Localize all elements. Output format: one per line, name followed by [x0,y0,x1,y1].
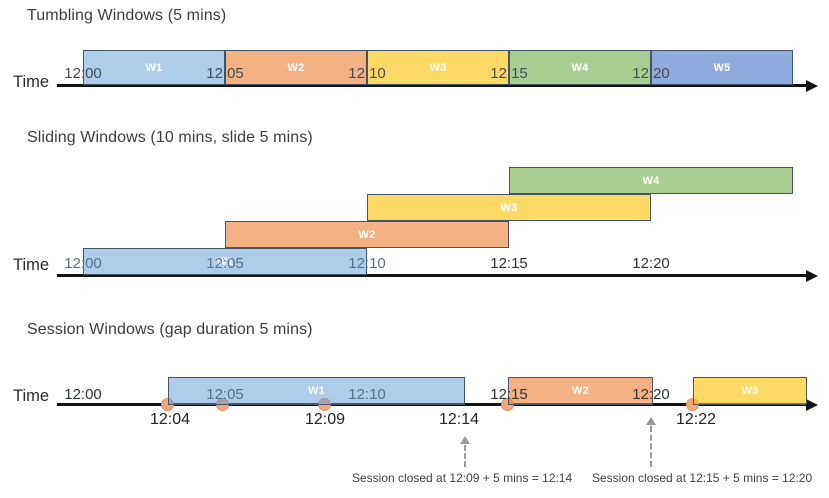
session-tick-1220: 12:20 [632,386,670,403]
session-tick-1200: 12:00 [64,386,102,403]
sliding-section-title: Sliding Windows (10 mins, slide 5 mins) [27,129,313,146]
session-tick-1215: 12:15 [490,386,528,403]
session-axis-arrow-icon [806,398,818,411]
event-label-1214: 12:14 [438,411,480,428]
sliding-axis-arrow-icon [806,269,818,282]
event-label-1209: 12:09 [304,411,346,428]
event-label-1204: 12:04 [149,411,191,428]
sliding-tick-1220: 12:20 [632,255,670,272]
sliding-tick-1215: 12:15 [490,255,528,272]
sliding-w3-label: W3 [500,201,518,214]
tumbling-tick-1215: 12:15 [490,65,528,82]
sliding-window-w4: W4 [509,167,793,194]
sliding-window-w2: W2 [225,221,509,248]
session-section-title: Session Windows (gap duration 5 mins) [27,321,313,338]
session-close-arrow-stem-1 [464,445,466,467]
session-close-note-1: Session closed at 12:09 + 5 mins = 12:14 [352,471,573,485]
sliding-tick-1200: 12:00 [64,255,102,272]
sliding-time-axis-label: Time [13,256,50,274]
session-w3-label: W3 [741,385,759,397]
sliding-window-w1: W1 [83,248,367,275]
tumbling-tick-1210: 12:10 [348,65,386,82]
sliding-w4-label: W4 [642,174,660,187]
tumbling-w2-label: W2 [287,61,305,74]
session-time-axis-label: Time [13,387,50,405]
sliding-w1-label: W1 [216,255,234,268]
tumbling-section-title: Tumbling Windows (5 mins) [27,7,227,24]
session-w1-label: W1 [307,385,326,397]
sliding-time-axis [57,274,807,277]
session-window-w1: W1 [168,377,465,405]
session-close-arrow-icon-2 [646,417,656,425]
sliding-w2-label: W2 [358,228,376,241]
tumbling-window-w1: W1 [83,50,225,85]
event-label-1222: 12:22 [675,411,717,428]
tumbling-w4-label: W4 [571,61,589,74]
tumbling-tick-1205: 12:05 [206,65,244,82]
session-window-w2: W2 [508,377,653,405]
session-close-note-2: Session closed at 12:15 + 5 mins = 12:20 [592,471,813,485]
session-close-arrow-icon-1 [460,436,470,444]
sliding-tick-1205: 12:05 [206,255,244,272]
tumbling-time-axis-label: Time [13,73,50,91]
tumbling-time-axis [57,84,807,87]
tumbling-window-w3: W3 [367,50,509,85]
tumbling-window-w4: W4 [509,50,651,85]
session-tick-1210: 12:10 [348,386,386,403]
session-close-arrow-stem-2 [650,426,652,467]
tumbling-w5-label: W5 [713,61,731,74]
sliding-tick-1210: 12:10 [348,255,386,272]
tumbling-tick-1220: 12:20 [632,65,670,82]
tumbling-tick-1200: 12:00 [64,65,102,82]
session-w2-label: W2 [571,385,590,397]
tumbling-axis-arrow-icon [806,79,818,92]
tumbling-window-w5: W5 [651,50,793,85]
session-window-w3: W3 [693,377,807,405]
tumbling-w3-label: W3 [429,61,447,74]
sliding-window-w3: W3 [367,194,651,221]
session-tick-1205: 12:05 [206,386,244,403]
tumbling-w1-label: W1 [145,61,163,74]
tumbling-window-w2: W2 [225,50,367,85]
